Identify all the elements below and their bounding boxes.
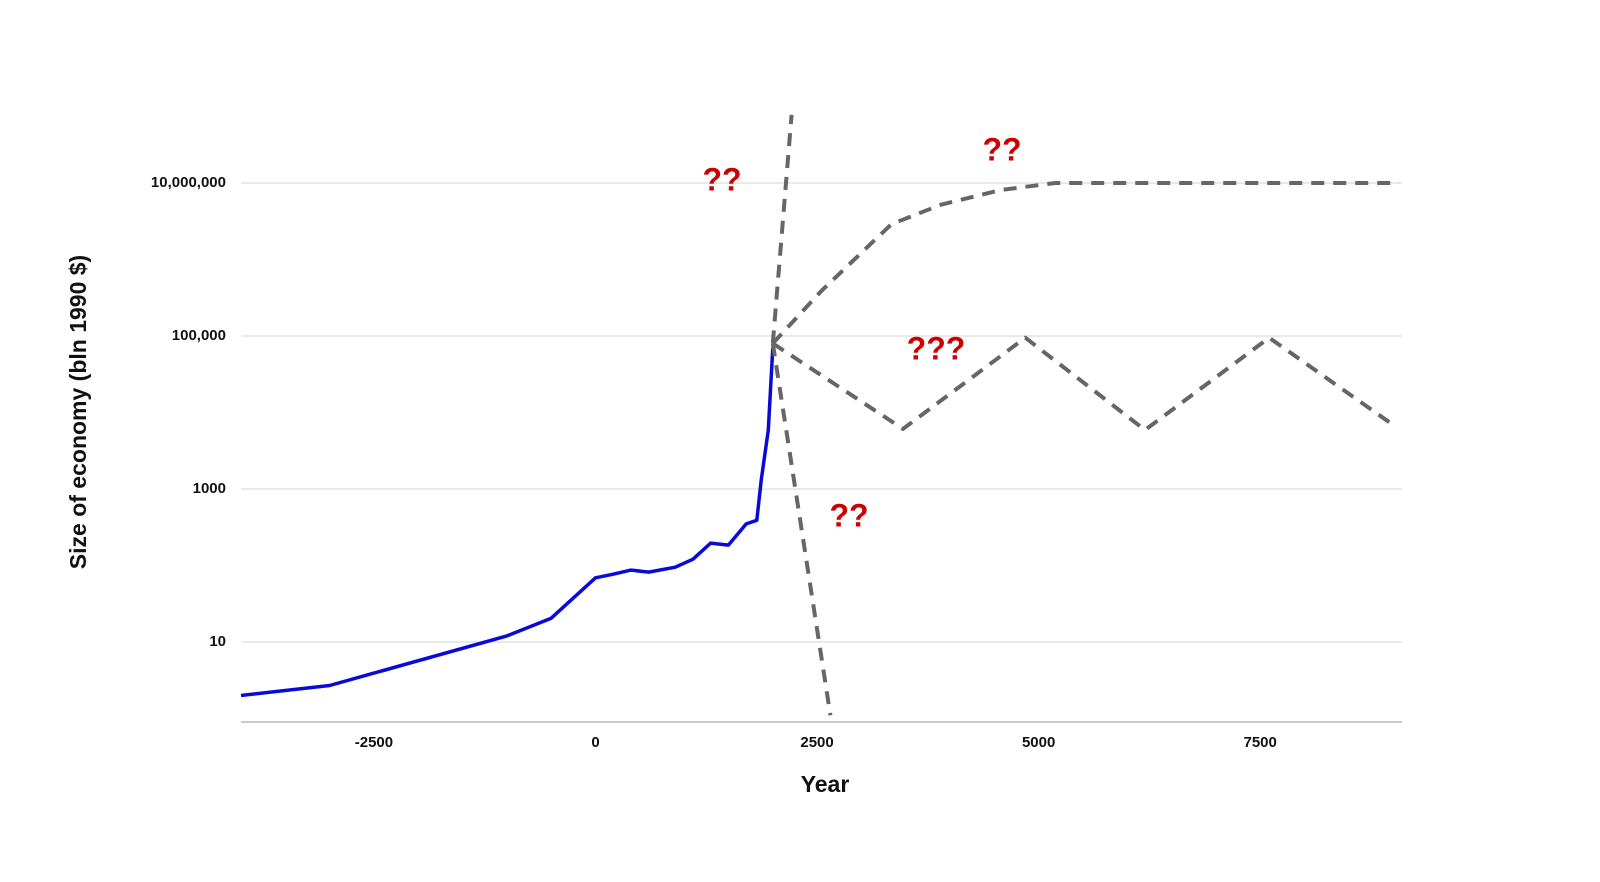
scenario-line bbox=[770, 114, 794, 344]
x-tick-label: 0 bbox=[591, 734, 599, 751]
x-tick-label: -2500 bbox=[355, 734, 393, 751]
data-line bbox=[240, 347, 775, 698]
scenario-line bbox=[771, 181, 1400, 345]
x-axis-title: Year bbox=[801, 771, 850, 797]
annotation: ?? bbox=[702, 161, 741, 197]
y-tick-label: 100,000 bbox=[172, 327, 226, 344]
y-tick-label: 1000 bbox=[193, 480, 226, 497]
y-axis-title: Size of economy (bln 1990 $) bbox=[65, 255, 91, 569]
x-tick-label: 7500 bbox=[1244, 734, 1277, 751]
x-tick-label: 5000 bbox=[1022, 734, 1055, 751]
annotation: ?? bbox=[829, 497, 868, 533]
scenario-line bbox=[770, 343, 833, 716]
scenario-line bbox=[771, 335, 1394, 432]
y-tick-label: 10 bbox=[209, 633, 226, 650]
annotation: ?? bbox=[982, 131, 1021, 167]
annotation: ??? bbox=[907, 330, 966, 366]
y-tick-label: 10,000,000 bbox=[151, 174, 226, 191]
x-tick-label: 2500 bbox=[800, 734, 833, 751]
